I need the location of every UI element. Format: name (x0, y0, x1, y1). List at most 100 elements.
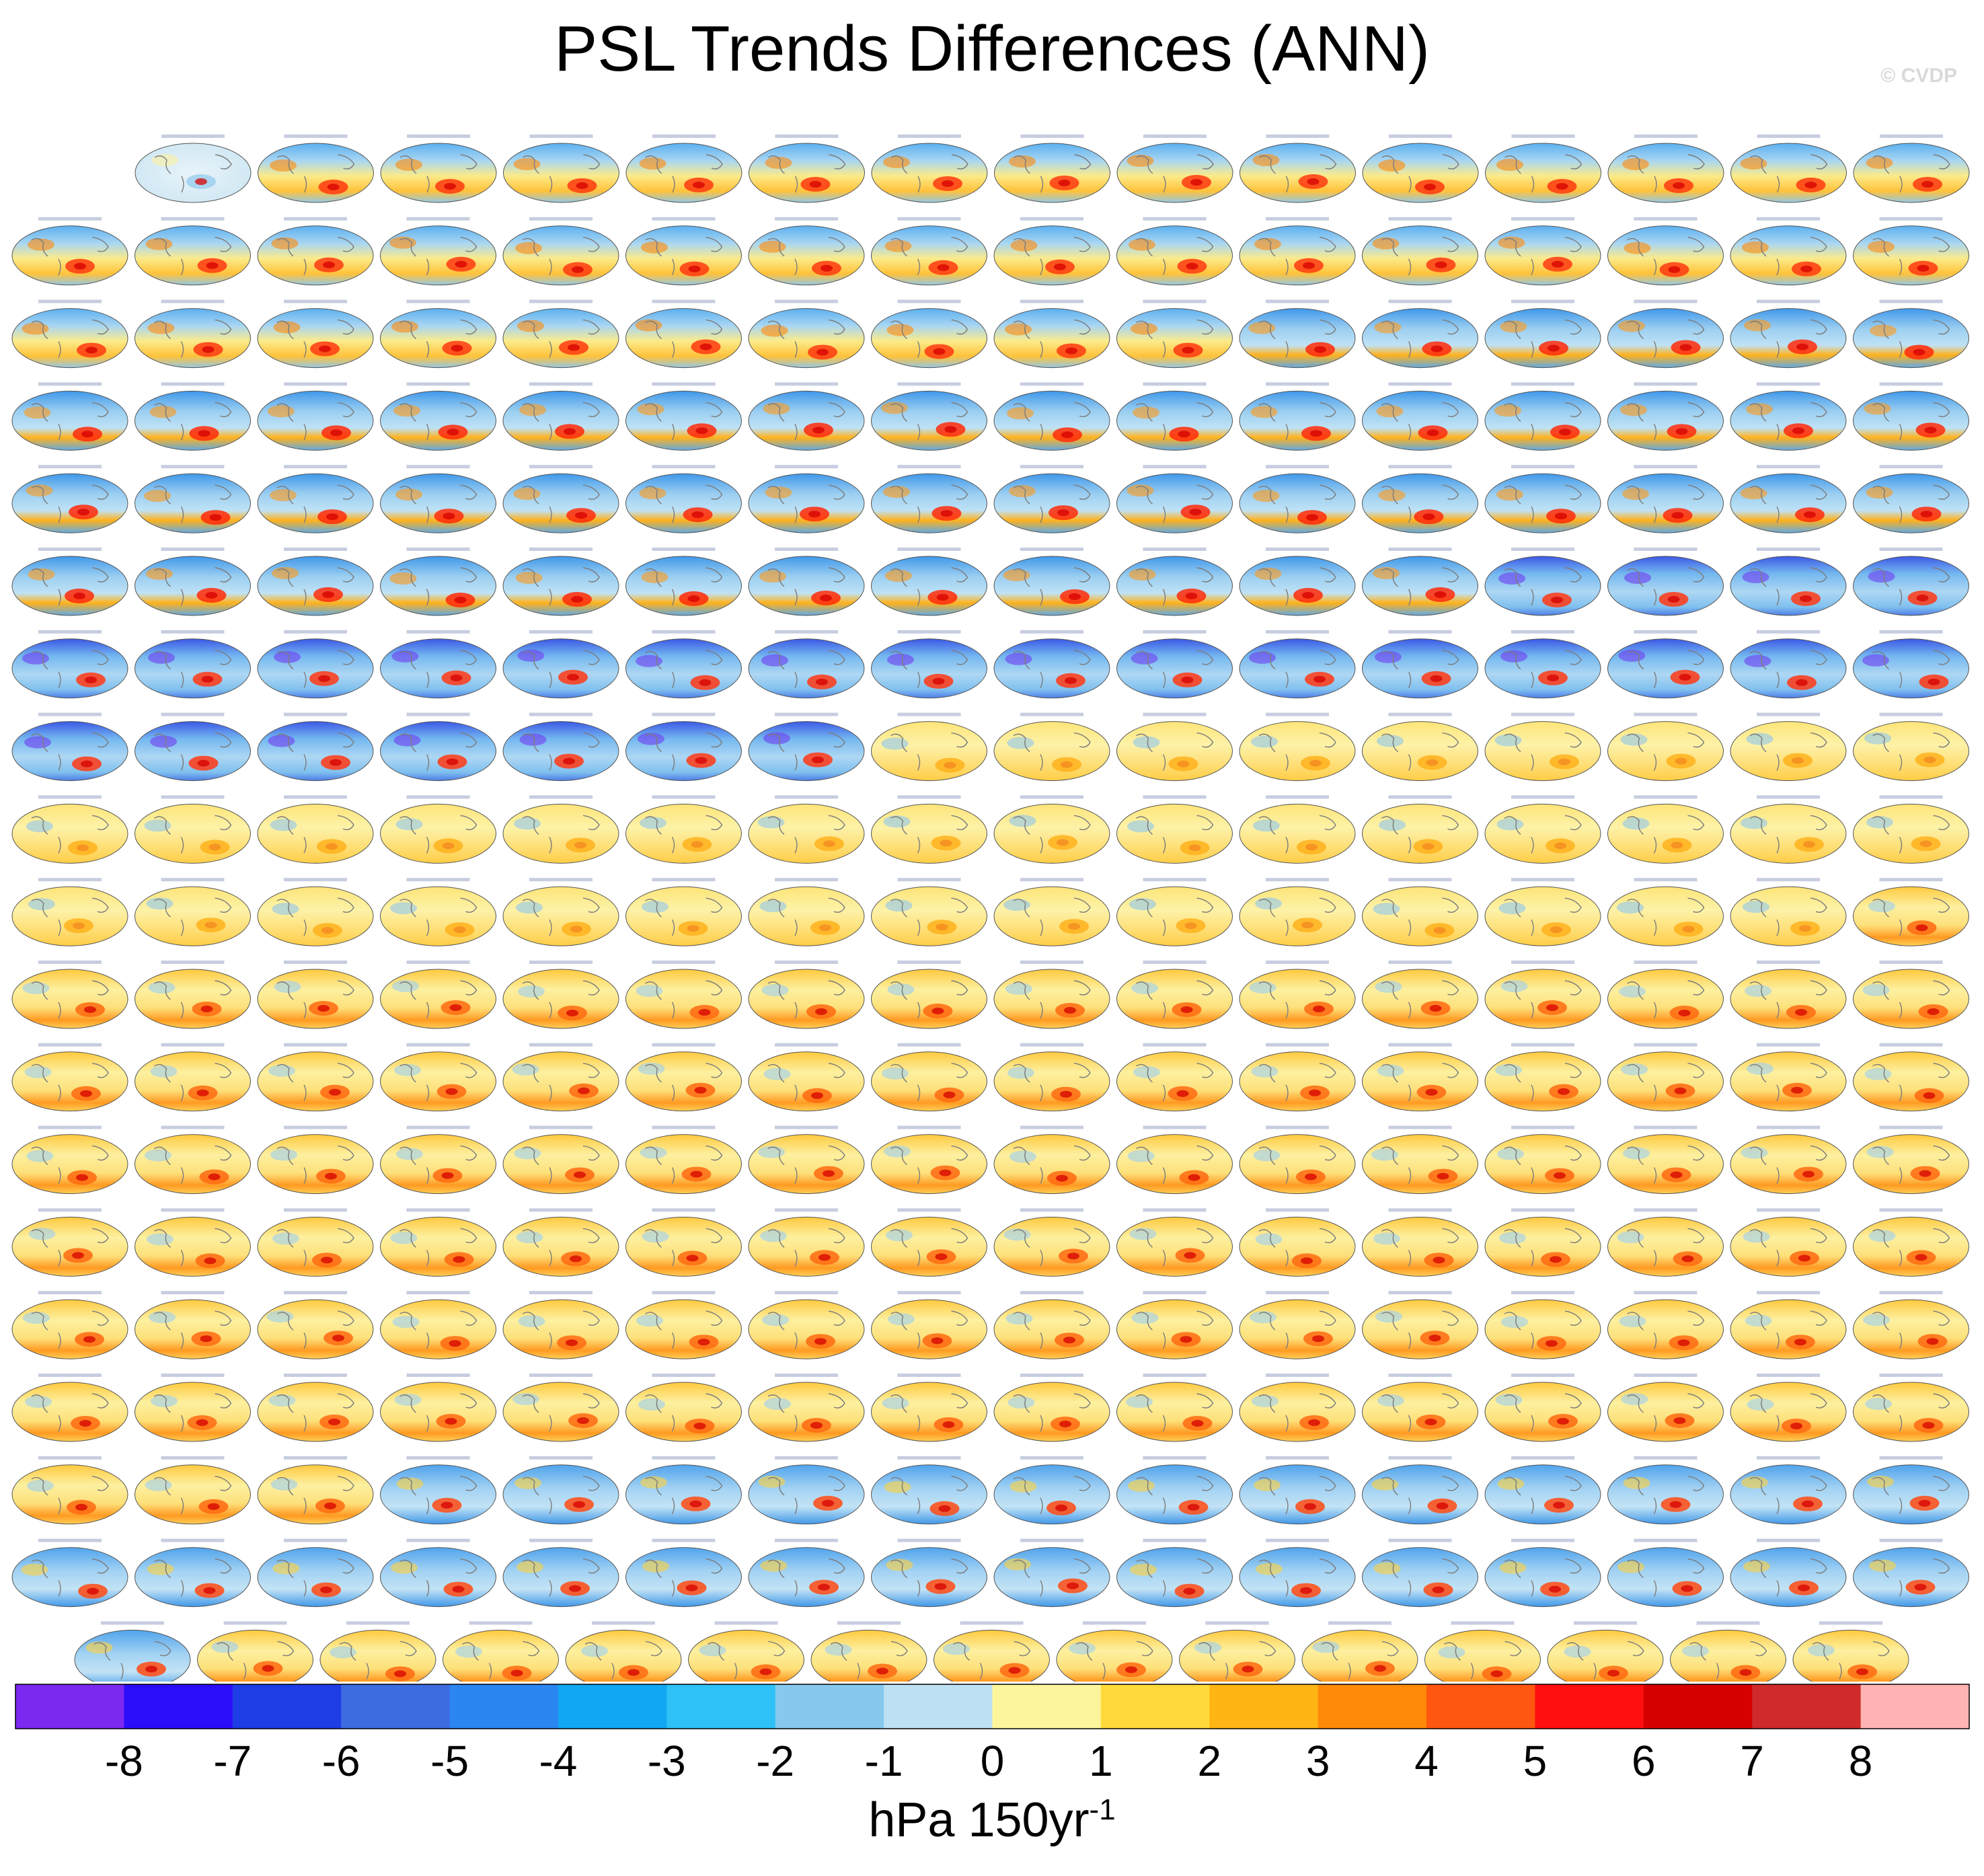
map-panel (257, 548, 374, 616)
map-panel (1239, 217, 1356, 286)
map-panel (135, 548, 251, 616)
map-panel (871, 217, 987, 286)
map-panel (1239, 548, 1356, 616)
map-panel (380, 382, 496, 451)
map-panel (502, 465, 619, 533)
colorbar-box (884, 1684, 993, 1729)
map-panel (135, 217, 251, 286)
map-panel (1853, 465, 1969, 533)
map-panel (1301, 1621, 1418, 1682)
map-panel (380, 961, 496, 1029)
map-panel (871, 1291, 987, 1359)
map-panel (380, 1291, 496, 1359)
map-panel (1730, 135, 1847, 203)
map-panel (1853, 1125, 1969, 1195)
map-panel (135, 961, 251, 1029)
map-panel (871, 712, 987, 782)
colorbar-tick-label: -4 (539, 1737, 577, 1785)
map-panel (1853, 299, 1969, 369)
map-panel (1730, 1291, 1847, 1359)
map-panel (625, 795, 742, 864)
map-panel (135, 878, 251, 946)
map-panel (625, 299, 742, 369)
map-panel (625, 961, 742, 1029)
map-panel (502, 1374, 619, 1442)
map-panel (502, 961, 619, 1029)
map-panel (1853, 1538, 1969, 1608)
map-panel-grid (11, 135, 1970, 1682)
map-panel (871, 548, 987, 616)
cvdp-watermark: © CVDP (1880, 65, 1957, 87)
colorbar-box (232, 1684, 342, 1729)
map-panel (1730, 1125, 1847, 1195)
map-panel (1362, 1208, 1478, 1277)
map-panel (380, 465, 496, 533)
map-panel (1484, 1291, 1601, 1359)
map-panel (1607, 1456, 1724, 1525)
map-panel (1853, 1291, 1969, 1359)
units-main: hPa 150yr (868, 1793, 1090, 1847)
map-panel (257, 382, 374, 451)
map-panel (503, 135, 619, 203)
map-panel (135, 1456, 251, 1525)
map-panel (380, 712, 496, 782)
map-panel (1239, 299, 1356, 369)
map-panel (1484, 961, 1601, 1029)
map-panel (135, 630, 251, 699)
map-panel (625, 1456, 742, 1525)
map-panel (993, 465, 1110, 533)
map-panel (11, 217, 128, 286)
map-panel (380, 1374, 496, 1442)
map-panel (1116, 1208, 1233, 1277)
map-panel (1239, 1125, 1356, 1195)
map-panel (748, 217, 865, 286)
map-panel (1730, 1456, 1847, 1525)
map-panel (871, 382, 987, 451)
map-panel (1730, 795, 1847, 864)
map-panel (993, 1538, 1110, 1608)
colorbar-box (992, 1684, 1102, 1729)
map-panel (625, 1291, 742, 1359)
colorbar-tick-label: 8 (1849, 1737, 1873, 1785)
map-panel (1362, 961, 1478, 1029)
map-panel (993, 712, 1110, 782)
map-panel (1484, 382, 1601, 451)
map-panel (625, 382, 742, 451)
map-panel (1484, 795, 1601, 864)
map-panel (11, 1208, 128, 1277)
map-panel (1362, 217, 1478, 286)
map-panel (502, 382, 619, 451)
map-panel (1484, 878, 1601, 946)
map-panel (135, 465, 251, 533)
map-panel (1484, 1208, 1601, 1277)
map-panel (1607, 217, 1724, 286)
colorbar-box (775, 1684, 884, 1729)
map-panel (1730, 465, 1847, 533)
map-panel (502, 548, 619, 616)
map-panel (1730, 548, 1847, 616)
map-panel (1362, 630, 1478, 699)
map-panel (380, 795, 496, 864)
map-panel (380, 1125, 496, 1195)
map-panel (748, 878, 865, 946)
map-panel (380, 630, 496, 699)
map-panel (1607, 795, 1724, 864)
map-panel (1792, 1621, 1909, 1682)
map-panel (1607, 382, 1724, 451)
map-panel (748, 1374, 865, 1442)
map-panel (1853, 878, 1969, 946)
map-panel (748, 382, 865, 451)
map-panel (1607, 961, 1724, 1029)
map-panel (502, 1291, 619, 1359)
map-panel (1239, 712, 1356, 782)
map-panel (749, 135, 865, 203)
map-panel (1607, 135, 1724, 203)
map-panel (625, 135, 742, 203)
map-panel (871, 135, 988, 203)
map-panel (1484, 1538, 1601, 1608)
map-panel (502, 630, 619, 699)
map-panel (1362, 1291, 1478, 1359)
map-panel (1607, 1374, 1724, 1442)
map-panel (625, 1374, 742, 1442)
map-panel (319, 1621, 436, 1682)
